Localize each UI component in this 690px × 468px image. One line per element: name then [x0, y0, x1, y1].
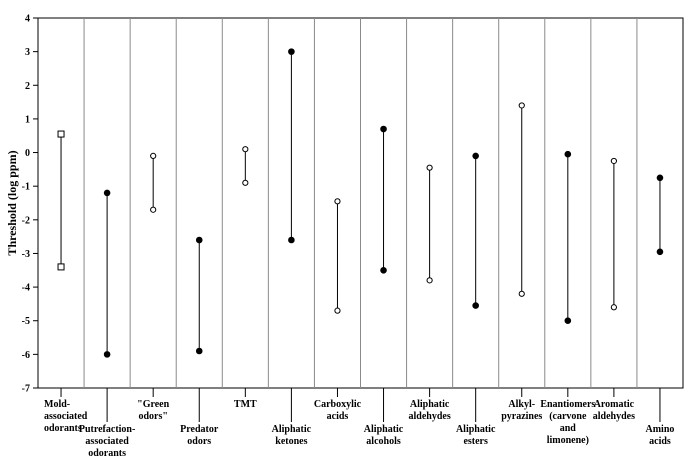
range-high-marker — [426, 164, 433, 171]
range-high-marker — [242, 146, 249, 153]
y-tick-label: -6 — [22, 350, 30, 361]
category-label: Aliphatic ketones — [272, 424, 312, 447]
range-low-marker — [150, 206, 157, 213]
range-high-marker — [195, 236, 203, 244]
y-tick-label: 2 — [25, 81, 30, 92]
y-tick-label: 1 — [25, 114, 30, 125]
y-tick-label: 4 — [25, 14, 30, 25]
category-label: Enantiomers (carvone and limonene) — [540, 399, 595, 446]
range-low-marker — [195, 347, 203, 355]
range-high-marker — [656, 174, 664, 182]
range-high-marker — [334, 198, 341, 205]
range-low-marker — [426, 277, 433, 284]
y-tick-label: -5 — [22, 316, 30, 327]
category-label: Amino acids — [646, 424, 675, 447]
range-high-marker — [610, 157, 617, 165]
range-high-marker — [57, 130, 65, 138]
range-low-marker — [518, 290, 525, 297]
y-tick-label: -7 — [22, 384, 30, 395]
y-tick-label: -2 — [22, 215, 30, 226]
category-label: Predator odors — [180, 424, 219, 447]
y-tick-label: -3 — [22, 249, 30, 260]
category-label: Putrefaction-associated odorants — [79, 424, 135, 459]
range-low-marker — [334, 307, 341, 314]
range-high-marker — [150, 152, 157, 160]
category-label: Aliphatic alcohols — [364, 424, 404, 447]
category-label: Carboxylic acids — [314, 399, 362, 422]
range-high-marker — [472, 152, 479, 160]
category-label: Aliphatic aldehydes — [408, 399, 450, 422]
range-low-marker — [656, 248, 664, 256]
range-high-marker — [380, 125, 387, 133]
range-low-marker — [57, 263, 65, 271]
range-high-marker — [518, 102, 525, 109]
range-low-marker — [610, 304, 617, 311]
y-tick-label: -4 — [22, 283, 30, 294]
category-label: "Green odors" — [137, 399, 169, 422]
range-high-marker — [564, 150, 572, 158]
range-high-marker — [103, 189, 111, 197]
category-label: TMT — [234, 399, 257, 410]
range-low-marker — [472, 302, 479, 309]
range-high-marker — [288, 48, 295, 55]
range-low-marker — [564, 317, 572, 325]
range-low-marker — [242, 179, 249, 186]
category-label: Alkyl-pyrazines — [501, 399, 542, 422]
category-label: Aliphatic esters — [456, 424, 496, 447]
y-axis-title: Threshold (log ppm) — [5, 150, 19, 255]
range-low-marker — [103, 351, 111, 358]
y-tick-label: 0 — [25, 148, 30, 159]
y-tick-label: -1 — [22, 182, 30, 193]
plot-area: 4 3 2 1 0 -1 -2 -3 -4 -5 -6 -7 Mold-associated odoran… — [22, 14, 684, 459]
y-tick-label: 3 — [25, 47, 30, 58]
range-low-marker — [288, 236, 295, 244]
range-low-marker — [380, 266, 387, 274]
category-label: Mold-associated odorants — [44, 399, 88, 434]
category-label: Aromatic aldehydes — [593, 399, 635, 422]
